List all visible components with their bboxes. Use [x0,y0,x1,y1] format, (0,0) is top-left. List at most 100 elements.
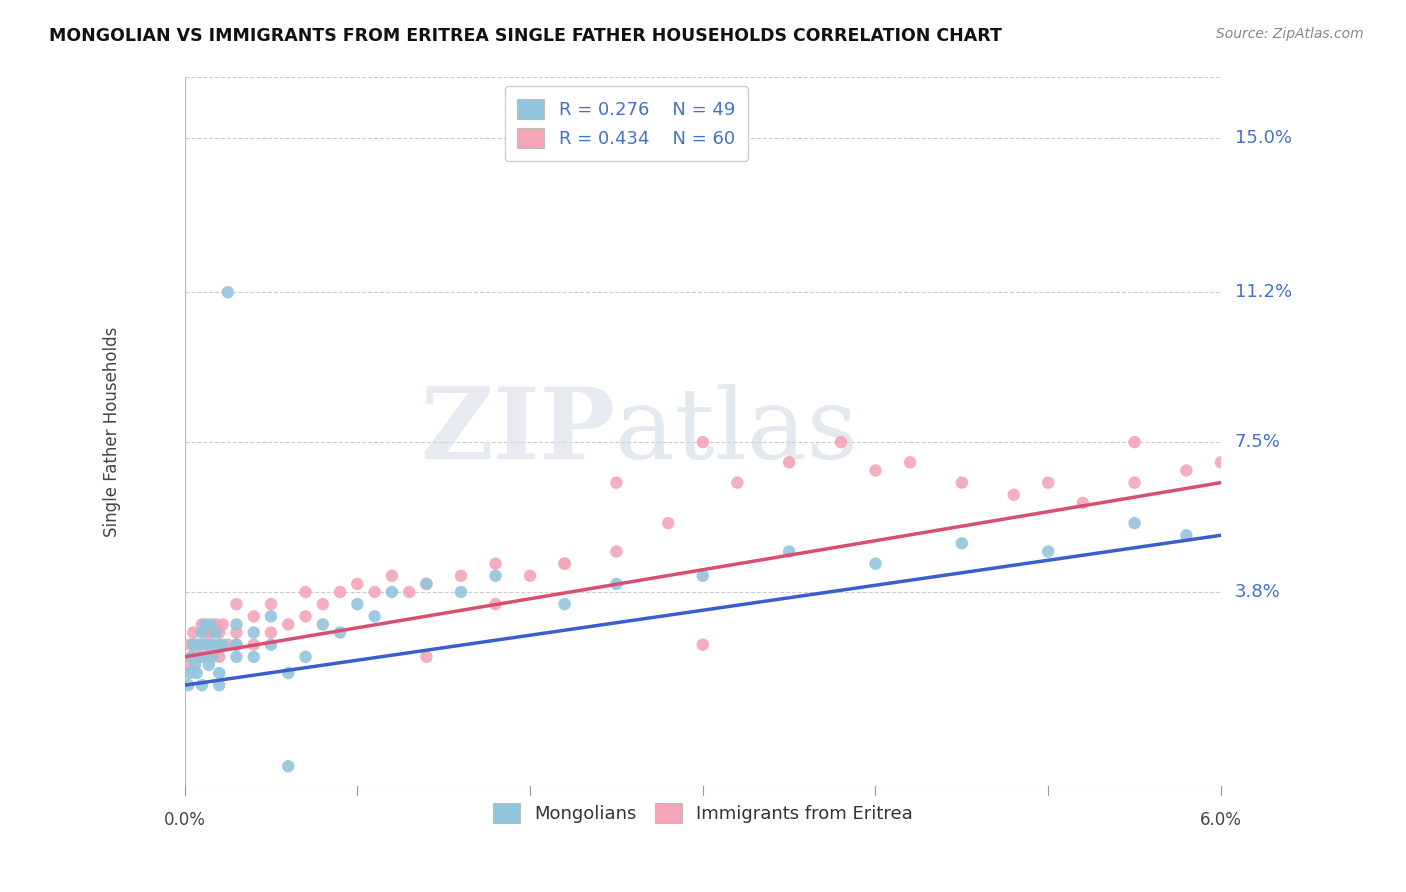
Point [200,625,222,640]
Point [211,617,233,632]
Point [484,557,506,571]
Point [198,657,221,672]
Point [1038,544,1060,558]
Point [204,617,226,632]
Point [181,638,204,652]
Point [225,649,247,664]
Point [1002,488,1025,502]
Point [605,544,627,558]
Point [187,649,209,664]
Point [187,638,209,652]
Text: 7.5%: 7.5% [1234,434,1281,451]
Point [398,585,420,599]
Point [950,536,973,550]
Point [211,638,233,652]
Point [484,569,506,583]
Point [450,569,472,583]
Point [260,638,283,652]
Point [415,577,437,591]
Point [1123,435,1146,450]
Point [225,638,247,652]
Point [484,597,506,611]
Text: ZIP: ZIP [420,384,614,481]
Point [260,625,283,640]
Point [865,463,887,477]
Point [605,577,627,591]
Point [180,649,202,664]
Point [346,597,368,611]
Point [208,638,231,652]
Point [415,649,437,664]
Point [519,569,541,583]
Point [180,649,202,664]
Point [242,638,264,652]
Point [692,638,714,652]
Point [200,638,222,652]
Point [381,585,404,599]
Point [329,585,352,599]
Point [1175,463,1198,477]
Point [184,657,207,672]
Point [381,569,404,583]
Point [194,617,217,632]
Point [177,678,200,692]
Point [363,609,385,624]
Point [208,625,231,640]
Point [898,455,921,469]
Point [450,585,472,599]
Point [1123,516,1146,530]
Point [179,666,201,681]
Text: atlas: atlas [614,384,858,480]
Point [1209,455,1232,469]
Text: 11.2%: 11.2% [1234,283,1292,301]
Point [242,625,264,640]
Point [1175,528,1198,542]
Point [312,597,335,611]
Point [177,657,200,672]
Point [554,557,576,571]
Point [200,617,222,632]
Point [208,649,231,664]
Point [329,625,352,640]
Text: 15.0%: 15.0% [1234,129,1292,147]
Point [294,609,316,624]
Text: 0.0%: 0.0% [163,811,205,829]
Point [181,625,204,640]
Point [225,638,247,652]
Text: 6.0%: 6.0% [1199,811,1241,829]
Text: Source: ZipAtlas.com: Source: ZipAtlas.com [1216,27,1364,41]
Point [201,649,224,664]
Point [1071,496,1094,510]
Point [415,577,437,591]
Point [260,609,283,624]
Point [692,569,714,583]
Point [277,759,299,773]
Point [605,475,627,490]
Point [1123,475,1146,490]
Point [554,597,576,611]
Point [657,516,679,530]
Point [191,617,214,632]
Point [217,638,239,652]
Point [778,455,800,469]
Point [346,577,368,591]
Point [242,609,264,624]
Point [830,435,852,450]
Text: 3.8%: 3.8% [1234,583,1281,601]
Point [195,638,218,652]
Text: Single Father Households: Single Father Households [103,326,121,537]
Point [217,285,239,300]
Point [950,475,973,490]
Point [692,435,714,450]
Point [294,585,316,599]
Point [201,638,224,652]
Point [186,666,208,681]
Point [778,544,800,558]
Point [225,597,247,611]
Point [191,678,214,692]
Point [208,678,231,692]
Point [312,617,335,632]
Point [260,597,283,611]
Point [294,649,316,664]
Point [191,625,214,640]
